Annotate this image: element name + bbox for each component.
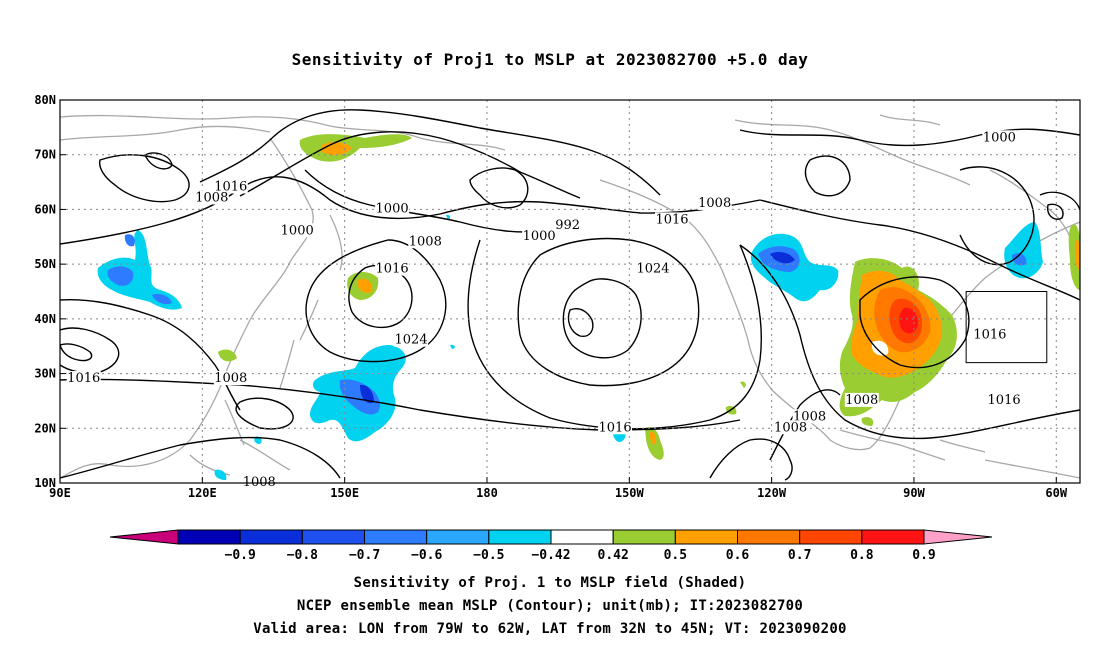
contour-label-bg	[280, 223, 315, 238]
colorbar-label: −0.8	[287, 548, 318, 563]
contour-label-bg	[66, 371, 101, 386]
lon-tick-label: 90W	[903, 486, 925, 500]
lat-tick-label: 20N	[34, 421, 56, 435]
sensitivity-shading	[97, 134, 1080, 480]
contour-label: 1000	[523, 229, 556, 244]
contour-label: 1008	[214, 371, 247, 386]
colorbar-label: 0.42	[598, 548, 629, 563]
contour-label-bg	[394, 332, 429, 347]
contour-label-bg	[792, 409, 827, 424]
contour-label: 1008	[698, 196, 731, 211]
contour-label-bg	[213, 371, 248, 386]
colorbar-swatch	[177, 529, 241, 545]
footer-line-2: NCEP ensemble mean MSLP (Contour); unit(…	[296, 598, 804, 614]
colorbar-swatch	[674, 529, 738, 545]
lon-tick-label: 180	[476, 486, 498, 500]
colorbar-label: −0.5	[473, 548, 504, 563]
contour-label-bg	[636, 261, 671, 276]
lon-tick-label: 90E	[49, 486, 71, 500]
contour-label-bg	[408, 234, 443, 249]
lat-tick-label: 10N	[34, 476, 56, 490]
contour-label: 1024	[636, 262, 669, 277]
colorbar: −0.9 −0.8 −0.7 −0.6 −0.5 −0.42 0.42 0.5 0.6 0.7 0.…	[109, 529, 993, 563]
colorbar-label: −0.7	[349, 548, 380, 563]
colorbar-swatch	[426, 529, 490, 545]
contour-label: 1016	[376, 262, 409, 277]
contour-label-bg	[375, 201, 410, 216]
contour-label-bg	[522, 228, 557, 243]
colorbar-label: 0.7	[788, 548, 811, 563]
lat-tick-label: 40N	[34, 312, 56, 326]
lat-tick-label: 30N	[34, 367, 56, 381]
contour-label-bg	[972, 327, 1007, 342]
lon-tick-label: 60W	[1045, 486, 1067, 500]
lon-tick-label: 150W	[615, 486, 645, 500]
colorbar-swatch	[301, 529, 366, 545]
contour-label-bg	[773, 420, 808, 435]
contour-label-bg	[982, 130, 1017, 145]
contour-label: 1000	[281, 223, 314, 238]
contour-label: 1008	[774, 420, 807, 435]
contour-label: 1016	[988, 393, 1021, 408]
lat-tick-label: 60N	[34, 202, 56, 216]
footer-line-3: Valid area: LON from 79W to 62W, LAT fro…	[253, 621, 847, 637]
contour-label-bg	[697, 195, 732, 210]
contour-label-bg	[554, 217, 581, 232]
colorbar-label: 0.8	[850, 548, 874, 563]
colorbar-swatch	[612, 529, 676, 545]
colorbar-swatch	[550, 529, 614, 545]
contour-label-bg	[194, 190, 229, 205]
contour-label: 992	[555, 218, 580, 233]
contour-label-bg	[987, 392, 1022, 407]
contour-label: 1016	[655, 212, 688, 227]
map-title: Sensitivity of Proj1 to MSLP at 20230827…	[291, 50, 809, 69]
colorbar-swatch	[861, 529, 925, 545]
colorbar-low-triangle	[109, 529, 179, 545]
plot-frame	[59, 99, 1081, 484]
colorbar-swatch	[737, 529, 801, 545]
contour-label: 1008	[845, 393, 878, 408]
colorbar-label: 0.5	[664, 548, 687, 563]
contour-label-bg	[844, 392, 879, 407]
lat-tick-label: 70N	[34, 148, 56, 162]
colorbar-swatch	[488, 529, 552, 545]
contour-label: 1008	[195, 190, 228, 205]
colorbar-swatch	[239, 529, 303, 545]
lon-tick-label: 120E	[188, 486, 217, 500]
lat-lon-grid	[60, 100, 1080, 483]
footer-line-1: Sensitivity of Proj. 1 to MSLP field (Sh…	[353, 575, 747, 591]
colorbar-label: 0.6	[726, 548, 750, 563]
contour-label-bg	[655, 212, 689, 227]
contour-label: 1016	[973, 327, 1006, 342]
colorbar-label: 0.9	[912, 548, 935, 563]
lon-tick-label: 150E	[330, 486, 359, 500]
colorbar-label: −0.9	[225, 548, 256, 563]
contour-label-bg	[213, 179, 248, 194]
contour-label: 1000	[376, 201, 409, 216]
colorbar-label: −0.42	[531, 548, 570, 563]
lon-tick-label: 120W	[757, 486, 787, 500]
valid-area-box	[965, 291, 1048, 364]
contour-label: 1024	[395, 333, 428, 348]
contour-label: 1016	[599, 420, 632, 435]
contour-label-bg	[242, 475, 277, 489]
colorbar-label: −0.6	[411, 548, 442, 563]
contour-label: 1008	[409, 234, 442, 249]
colorbar-high-triangle	[923, 529, 993, 545]
contour-label-bg	[598, 420, 633, 435]
contour-label: 1000	[983, 130, 1016, 145]
contour-label: 1016	[67, 371, 100, 386]
colorbar-swatch	[799, 529, 863, 545]
contour-label-bg	[375, 261, 410, 276]
lat-tick-label: 80N	[34, 93, 56, 107]
colorbar-swatch	[364, 529, 428, 545]
lat-tick-label: 50N	[34, 257, 56, 271]
